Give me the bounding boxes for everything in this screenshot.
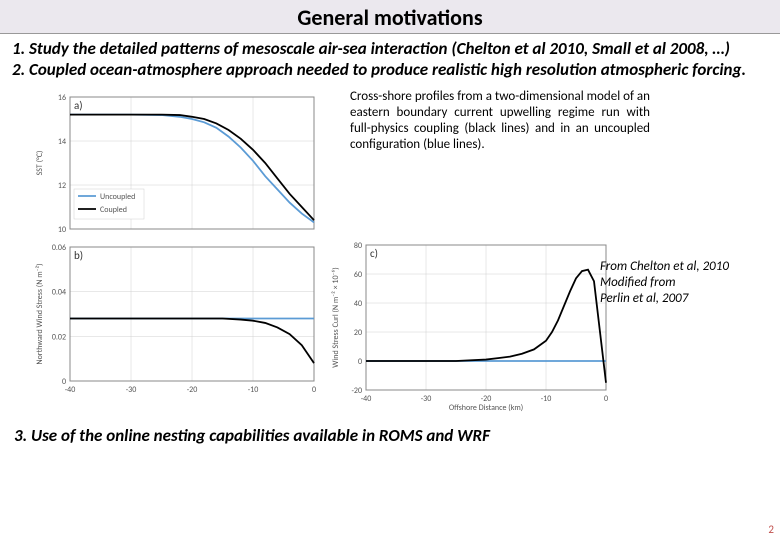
svg-text:Offshore Distance (km): Offshore Distance (km) — [449, 403, 523, 412]
svg-text:-10: -10 — [248, 385, 259, 395]
svg-text:-30: -30 — [126, 385, 137, 395]
motivation-3: 3. Use of the online nesting capabilitie… — [0, 419, 780, 446]
chart-a: 10 12 14 16 a) SST (°C) Uncoupled Coupled — [24, 89, 324, 239]
svg-text:0: 0 — [358, 357, 362, 367]
svg-text:-40: -40 — [65, 385, 76, 395]
motivation-1-refs: (Chelton et al 2010, Small et al 2008, …… — [448, 38, 730, 59]
svg-text:-40: -40 — [361, 394, 372, 404]
chart-b: 00.020.040.06-40-30-20-100b)Northward Wi… — [24, 239, 324, 399]
svg-text:12: 12 — [58, 181, 66, 191]
motivation-1: 1. Study the detailed patterns of mesosc… — [12, 38, 768, 59]
charts-area: 10 12 14 16 a) SST (°C) Uncoupled Coupled 0 0.02… — [0, 89, 780, 419]
motivations-block: 1. Study the detailed patterns of mesosc… — [0, 34, 780, 89]
svg-text:Wind Stress Curl (N m⁻² × 10⁻⁶: Wind Stress Curl (N m⁻² × 10⁻⁶) — [331, 267, 341, 367]
svg-text:0: 0 — [604, 394, 608, 404]
svg-text:-30: -30 — [421, 394, 432, 404]
svg-text:60: 60 — [354, 270, 362, 280]
svg-text:-10: -10 — [541, 394, 552, 404]
svg-text:c): c) — [370, 247, 378, 260]
chart-c: -20020406080-40-30-20-100c)Wind Stress C… — [320, 237, 620, 412]
attribution: From Chelton et al, 2010 Modified from P… — [600, 259, 760, 308]
motivation-1-bold: Study the detailed patterns of mesoscale… — [29, 38, 448, 59]
svg-text:b): b) — [74, 249, 83, 262]
motivation-1-num: 1. — [12, 38, 25, 59]
svg-text:0.04: 0.04 — [52, 287, 66, 297]
svg-text:a): a) — [74, 99, 83, 112]
motivation-2: 2. Coupled ocean-atmosphere approach nee… — [12, 59, 768, 80]
svg-text:Uncoupled: Uncoupled — [100, 192, 135, 202]
svg-text:14: 14 — [58, 137, 66, 147]
svg-text:20: 20 — [354, 328, 362, 338]
attribution-line-2: Modified from — [600, 275, 760, 291]
title: General motivations — [0, 0, 780, 34]
svg-text:40: 40 — [354, 299, 362, 309]
svg-text:80: 80 — [354, 241, 362, 251]
svg-text:16: 16 — [58, 93, 66, 103]
svg-text:10: 10 — [58, 225, 66, 235]
svg-text:SST (°C): SST (°C) — [35, 150, 45, 175]
svg-text:-20: -20 — [187, 385, 198, 395]
svg-text:0.06: 0.06 — [52, 243, 66, 253]
page-number: 2 — [768, 523, 774, 536]
svg-text:0: 0 — [312, 385, 316, 395]
attribution-line-1: From Chelton et al, 2010 — [600, 259, 760, 275]
svg-text:Coupled: Coupled — [100, 205, 127, 215]
svg-text:0.02: 0.02 — [52, 332, 66, 342]
svg-text:Northward Wind Stress (N m⁻²): Northward Wind Stress (N m⁻²) — [35, 263, 45, 364]
attribution-line-3: Perlin et al, 2007 — [600, 291, 760, 307]
caption: Cross-shore profiles from a two-dimensio… — [350, 89, 650, 154]
